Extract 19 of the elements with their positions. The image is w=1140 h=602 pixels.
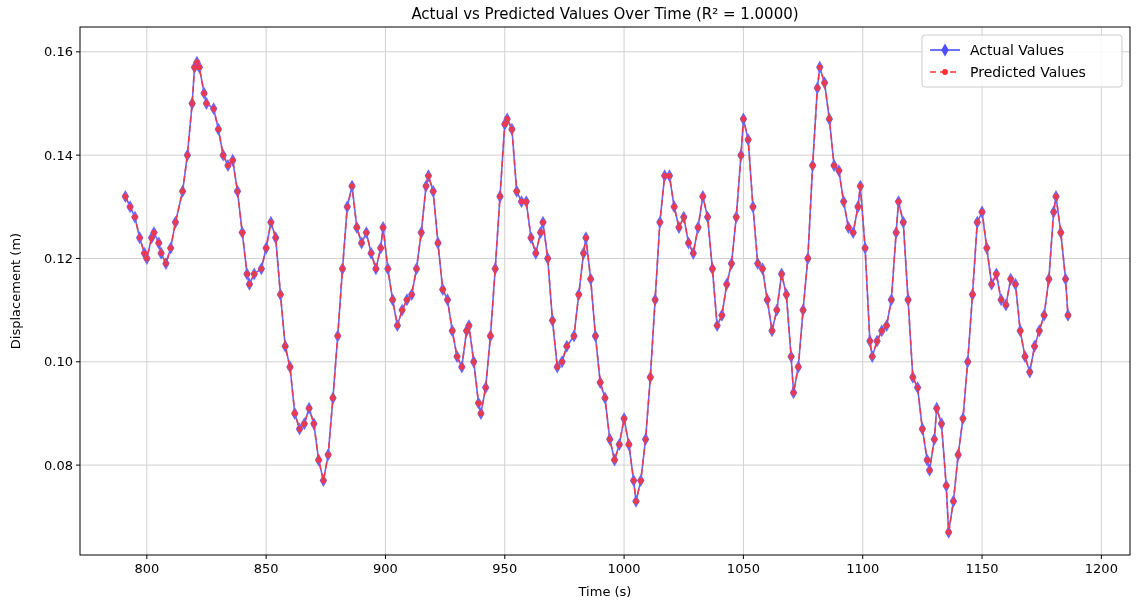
legend-label: Actual Values xyxy=(970,42,1065,58)
y-axis-title: Displacement (m) xyxy=(8,232,23,350)
y-tick-label: 0.10 xyxy=(44,354,73,370)
x-tick-label: 1100 xyxy=(846,561,880,576)
x-tick-label: 800 xyxy=(134,561,160,576)
y-tick-label: 0.16 xyxy=(44,44,73,60)
x-tick-label: 950 xyxy=(492,561,518,576)
chart-title: Actual vs Predicted Values Over Time (R² = 1.0000) xyxy=(411,5,799,23)
y-tick-label: 0.12 xyxy=(44,250,73,266)
y-tick-label: 0.14 xyxy=(44,147,73,163)
x-tick-label: 900 xyxy=(373,561,398,576)
x-tick-label: 1200 xyxy=(1084,561,1118,576)
x-tick-label: 1150 xyxy=(965,561,999,576)
legend-label: Predicted Values xyxy=(970,64,1086,80)
x-tick-label: 1000 xyxy=(607,561,641,576)
x-tick-label: 850 xyxy=(253,561,279,576)
y-tick-label: 0.08 xyxy=(44,457,73,473)
x-axis-title: Time (s) xyxy=(577,584,632,599)
x-tick-label: 1050 xyxy=(726,561,760,576)
